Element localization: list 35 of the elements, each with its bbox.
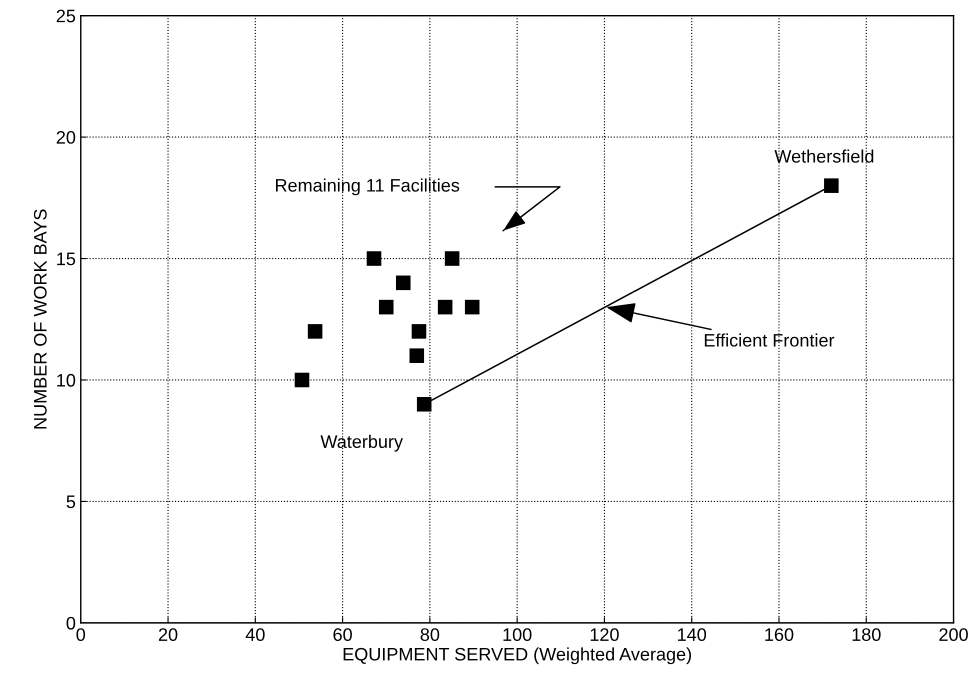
y-tick-label: 5 <box>66 496 76 508</box>
point <box>412 324 426 339</box>
point <box>416 396 432 412</box>
x-axis-title: EQUIPMENT SERVED (Weighted Average) <box>344 647 691 664</box>
annotation: Remaining 11 Facilities <box>276 178 460 196</box>
annotation: Efficient Frontier <box>704 333 834 347</box>
x-tick-label: 140 <box>678 628 706 642</box>
point <box>444 251 460 266</box>
annotation: Wethersfield <box>774 149 874 163</box>
y-tick-label: 15 <box>57 252 76 266</box>
point <box>366 251 382 266</box>
x-tick-label: 180 <box>852 628 881 642</box>
point <box>294 372 310 388</box>
x-tick-label: 20 <box>158 628 178 642</box>
x-tick-label: 100 <box>503 628 532 642</box>
point <box>438 300 452 314</box>
y-tick-label: 10 <box>57 374 76 387</box>
x-tick-label: 200 <box>939 628 968 642</box>
point <box>308 324 322 339</box>
point <box>409 348 424 363</box>
x-tick-label: 120 <box>590 628 619 642</box>
point <box>824 178 839 193</box>
y-tick-label: 0 <box>66 616 76 630</box>
point <box>464 300 480 314</box>
x-tick-label: 160 <box>765 628 794 642</box>
x-tick-label: 0 <box>76 628 86 642</box>
x-tick-label: 60 <box>333 628 352 642</box>
y-tick-label: 25 <box>56 10 76 22</box>
x-tick-label: 40 <box>246 628 265 642</box>
x-tick-label: 80 <box>420 628 440 642</box>
annotation: Waterbury <box>320 434 403 452</box>
y-axis-title: NUMBER OF WORK BAYS <box>34 209 47 428</box>
point <box>396 276 411 290</box>
point <box>378 300 394 314</box>
y-tick-label: 20 <box>56 131 76 144</box>
